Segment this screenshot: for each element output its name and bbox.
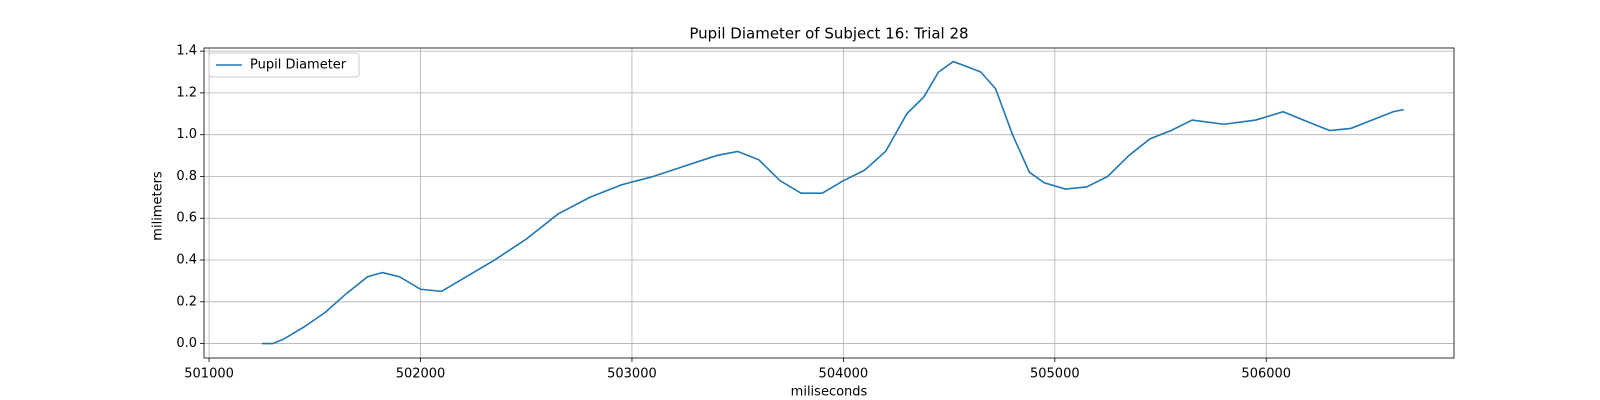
x-tick-label: 504000	[819, 367, 869, 382]
y-tick-label: 1.0	[176, 127, 197, 142]
chart-title: Pupil Diameter of Subject 16: Trial 28	[689, 25, 968, 43]
y-tick-label: 0.4	[176, 253, 197, 268]
x-axis-label: miliseconds	[791, 385, 868, 400]
x-tick-label: 503000	[607, 367, 657, 382]
x-tick-label: 501000	[184, 367, 234, 382]
y-tick-label: 0.8	[176, 169, 197, 184]
x-tick-label: 502000	[396, 367, 446, 382]
legend-label: Pupil Diameter	[250, 58, 347, 73]
y-tick-label: 0.0	[176, 336, 197, 351]
plot-frame	[203, 47, 1455, 359]
legend-box	[208, 52, 360, 78]
y-tick-label: 1.4	[176, 44, 197, 59]
y-tick-label: 1.2	[176, 85, 197, 100]
x-tick-label: 506000	[1241, 367, 1291, 382]
y-tick-label: 0.6	[176, 211, 197, 226]
y-tick-label: 0.2	[176, 294, 197, 309]
data-line	[261, 60, 1404, 345]
x-tick-label: 505000	[1030, 367, 1080, 382]
y-axis-label: milimeters	[151, 171, 166, 241]
